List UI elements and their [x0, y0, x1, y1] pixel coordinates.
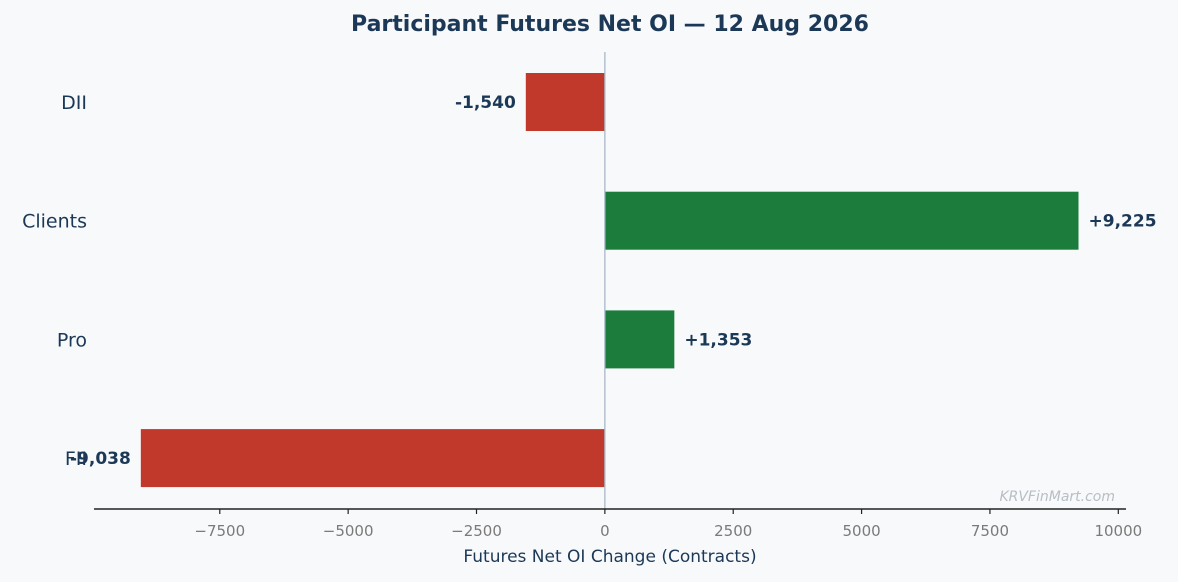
data-label-dii: -1,540: [455, 93, 516, 113]
bar-clients: [604, 191, 1079, 250]
bar-dii: [525, 73, 605, 131]
data-label-fii: -9,038: [70, 449, 131, 469]
category-label-dii: DII: [61, 92, 87, 114]
chart-title: Participant Futures Net OI — 12 Aug 2026: [351, 12, 869, 37]
x-tick-label: −5000: [323, 522, 374, 540]
x-tick-label: −2500: [451, 522, 502, 540]
category-label-fii: FII: [65, 448, 87, 470]
watermark: KRVFinMart.com: [999, 489, 1115, 505]
x-tick-label: 10000: [1094, 522, 1142, 540]
bar-pro: [604, 310, 675, 369]
category-label-pro: Pro: [57, 329, 87, 351]
data-label-pro: +1,353: [684, 330, 752, 350]
data-labels-layer: DII -1,540 Clients +9,225 Pro +1,353 FII-9,038: [22, 92, 1156, 470]
x-tick-label: 5000: [842, 522, 880, 540]
bars-layer: [140, 73, 1079, 488]
x-axis-label: Futures Net OI Change (Contracts): [463, 547, 756, 567]
x-tick-label: 7500: [971, 522, 1009, 540]
category-label-clients: Clients: [22, 211, 87, 233]
data-label-clients: +9,225: [1089, 212, 1157, 232]
x-tick-label: 0: [600, 522, 610, 540]
x-tick-label: −7500: [194, 522, 245, 540]
x-tick-label: 2500: [714, 522, 752, 540]
bar-fii: [140, 429, 605, 488]
x-axis: −7500 −5000 −2500 0 2500 5000 7500 10000: [94, 52, 1142, 540]
